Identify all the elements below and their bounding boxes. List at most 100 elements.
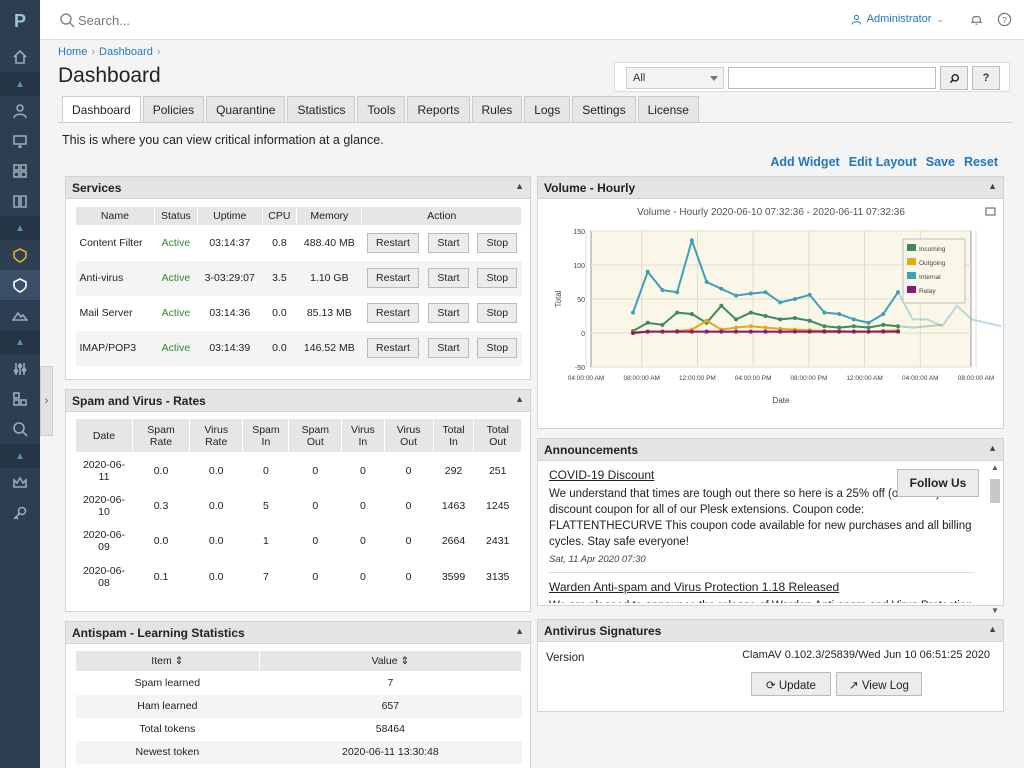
- learning-header: Antispam - Learning Statistics ▲: [66, 622, 530, 644]
- tab-tools[interactable]: Tools: [357, 96, 406, 122]
- tab-dashboard[interactable]: Dashboard: [62, 96, 141, 123]
- scroll-down-icon[interactable]: ▼: [991, 606, 999, 615]
- announcements-scrollbar[interactable]: ▲ ▼: [989, 463, 1001, 617]
- column-header[interactable]: Virus In: [341, 418, 385, 453]
- start-button[interactable]: Start: [428, 303, 469, 323]
- follow-us-button[interactable]: Follow Us: [897, 469, 979, 497]
- global-search-input[interactable]: [78, 10, 378, 30]
- legend-label[interactable]: Outgoing: [919, 260, 946, 267]
- chart-image-export-icon[interactable]: [985, 207, 996, 216]
- collapse-chevron-icon[interactable]: ▲: [0, 330, 40, 354]
- home-icon[interactable]: [0, 42, 40, 72]
- user-menu[interactable]: Administrator ⌄: [851, 13, 944, 25]
- external-link-icon: ↗: [849, 680, 859, 692]
- breadcrumb-home[interactable]: Home: [58, 46, 88, 58]
- sliders-icon[interactable]: [0, 354, 40, 384]
- stop-button[interactable]: Stop: [477, 303, 518, 323]
- reset-link[interactable]: Reset: [963, 155, 998, 169]
- column-header[interactable]: Total Out: [473, 418, 522, 453]
- tab-quarantine[interactable]: Quarantine: [206, 96, 286, 122]
- restart-button[interactable]: Restart: [367, 303, 419, 323]
- sidebar-expand-toggle[interactable]: ›: [40, 366, 53, 436]
- apps-icon[interactable]: [0, 156, 40, 186]
- edit-layout-link[interactable]: Edit Layout: [848, 155, 917, 169]
- tab-policies[interactable]: Policies: [142, 96, 205, 122]
- warden-shield-icon[interactable]: [0, 270, 40, 300]
- data-point: [851, 329, 856, 334]
- search-globe-icon[interactable]: [0, 414, 40, 444]
- key-icon[interactable]: [0, 498, 40, 528]
- collapse-icon[interactable]: ▲: [515, 626, 524, 636]
- version-label: Version: [546, 652, 585, 664]
- notifications-icon[interactable]: [969, 12, 984, 27]
- tab-license[interactable]: License: [637, 96, 699, 122]
- collapse-chevron-icon[interactable]: ▲: [0, 444, 40, 468]
- collapse-icon[interactable]: ▲: [988, 443, 997, 453]
- data-point: [881, 329, 886, 334]
- book-icon[interactable]: [0, 186, 40, 216]
- filter-select[interactable]: All: [626, 67, 724, 89]
- stop-button[interactable]: Stop: [477, 268, 518, 288]
- learning-cell: Ham learned: [75, 694, 260, 718]
- shield-bug-icon[interactable]: [0, 240, 40, 270]
- update-button[interactable]: ⟳ Update: [751, 672, 831, 696]
- rate-cell: 0: [359, 535, 366, 548]
- tab-reports[interactable]: Reports: [407, 96, 470, 122]
- scroll-thumb[interactable]: [990, 479, 1000, 503]
- chart-title: Volume - Hourly 2020-06-10 07:32:36 - 20…: [637, 207, 905, 218]
- column-header[interactable]: Item ⇕: [75, 650, 260, 672]
- x-tick-label: 08:00:00 AM: [623, 375, 660, 382]
- service-cpu: 3.5: [262, 260, 297, 296]
- start-button[interactable]: Start: [428, 338, 469, 358]
- start-button[interactable]: Start: [428, 233, 469, 254]
- collapse-chevron-icon[interactable]: ▲: [0, 216, 40, 240]
- tab-statistics[interactable]: Statistics: [287, 96, 356, 122]
- legend-label[interactable]: Internal: [919, 274, 941, 281]
- data-point: [837, 311, 842, 316]
- legend-label[interactable]: Relay: [919, 288, 936, 295]
- legend-label[interactable]: Incoming: [919, 246, 946, 253]
- start-button[interactable]: Start: [428, 268, 469, 288]
- breadcrumb-dashboard[interactable]: Dashboard: [99, 46, 153, 58]
- data-point: [734, 293, 739, 298]
- column-header[interactable]: Spam In: [242, 418, 290, 453]
- extensions-icon[interactable]: [0, 384, 40, 414]
- announcement-title[interactable]: COVID-19 Discount: [549, 468, 655, 482]
- stop-button[interactable]: Stop: [477, 338, 518, 358]
- column-header[interactable]: Total In: [432, 418, 475, 453]
- column-header[interactable]: Spam Rate: [131, 418, 191, 453]
- column-header[interactable]: Virus Rate: [189, 418, 244, 453]
- add-widget-link[interactable]: Add Widget: [770, 155, 840, 169]
- collapse-chevron-icon[interactable]: ▲: [0, 72, 40, 96]
- view-log-button[interactable]: ↗ View Log: [836, 672, 922, 696]
- help-button[interactable]: ?: [972, 66, 1000, 90]
- collapse-icon[interactable]: ▲: [515, 181, 524, 191]
- plesk-logo[interactable]: P: [13, 10, 26, 31]
- monitor-icon[interactable]: [0, 126, 40, 156]
- column-header[interactable]: Date: [75, 418, 133, 453]
- stop-button[interactable]: Stop: [477, 233, 518, 254]
- collapse-icon[interactable]: ▲: [988, 624, 997, 634]
- tab-rules[interactable]: Rules: [471, 96, 523, 122]
- column-header[interactable]: Spam Out: [288, 418, 343, 453]
- announcement-title[interactable]: Warden Anti-spam and Virus Protection 1.…: [549, 580, 840, 594]
- filter-search-input[interactable]: [728, 67, 936, 89]
- action-cell: Stop: [473, 260, 522, 296]
- mountain-icon[interactable]: [0, 300, 40, 330]
- restart-button[interactable]: Restart: [367, 268, 419, 288]
- restart-button[interactable]: Restart: [367, 233, 419, 254]
- help-icon[interactable]: ?: [997, 12, 1012, 27]
- data-point: [704, 280, 709, 284]
- crown-icon[interactable]: [0, 468, 40, 498]
- column-header[interactable]: Value ⇕: [258, 650, 523, 672]
- search-button[interactable]: [940, 66, 968, 90]
- column-header[interactable]: Virus Out: [383, 418, 434, 453]
- collapse-icon[interactable]: ▲: [988, 181, 997, 191]
- user-icon[interactable]: [0, 96, 40, 126]
- scroll-up-icon[interactable]: ▲: [991, 463, 999, 472]
- tab-settings[interactable]: Settings: [572, 96, 636, 122]
- tab-logs[interactable]: Logs: [524, 96, 571, 122]
- collapse-icon[interactable]: ▲: [515, 394, 524, 404]
- save-link[interactable]: Save: [925, 155, 955, 169]
- restart-button[interactable]: Restart: [367, 338, 419, 358]
